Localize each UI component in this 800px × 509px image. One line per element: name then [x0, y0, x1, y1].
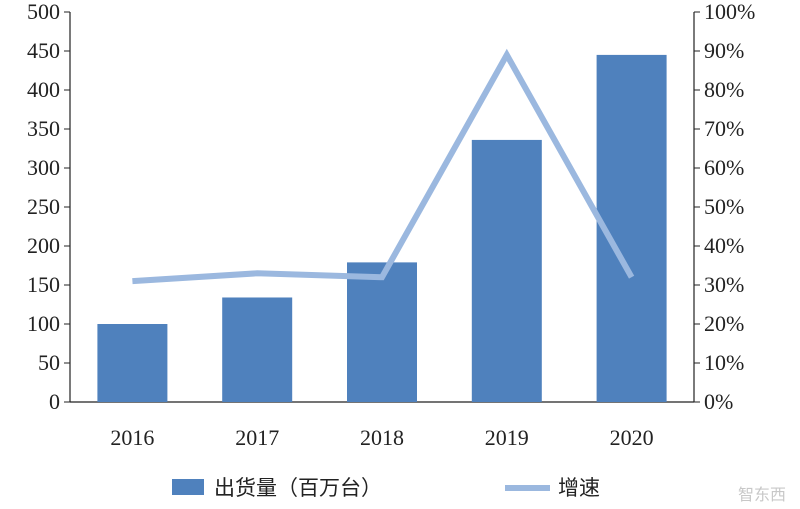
left-axis-ticks: 0 50 100 150 200 250 300 350 400 450 500: [27, 0, 70, 414]
x-axis-ticks: 2016 2017 2018 2019 2020: [110, 425, 653, 450]
right-tick-label: 60%: [704, 155, 744, 180]
bar: [347, 262, 417, 402]
left-tick-label: 100: [27, 311, 60, 336]
right-tick-label: 100%: [704, 0, 755, 24]
left-tick-label: 500: [27, 0, 60, 24]
legend: 出货量（百万台） 增速: [172, 476, 600, 500]
right-tick-label: 0%: [704, 389, 733, 414]
left-tick-label: 250: [27, 194, 60, 219]
x-tick-label: 2020: [610, 425, 654, 450]
right-tick-label: 50%: [704, 194, 744, 219]
line-series: [132, 48, 635, 285]
left-tick-label: 300: [27, 155, 60, 180]
right-tick-label: 70%: [704, 116, 744, 141]
x-tick-label: 2018: [360, 425, 404, 450]
x-tick-label: 2017: [235, 425, 279, 450]
bar: [596, 54, 667, 403]
legend-bar-swatch: [172, 479, 204, 495]
bar: [222, 297, 293, 402]
left-tick-label: 0: [49, 389, 60, 414]
right-axis-ticks: 0% 10% 20% 30% 40% 50% 60% 70% 80% 90% 100%: [694, 0, 755, 414]
growth-line: [132, 48, 635, 285]
left-tick-label: 150: [27, 272, 60, 297]
left-tick-label: 200: [27, 233, 60, 258]
right-tick-label: 40%: [704, 233, 744, 258]
x-tick-label: 2016: [110, 425, 154, 450]
right-tick-label: 10%: [704, 350, 744, 375]
right-tick-label: 90%: [704, 38, 744, 63]
bar: [471, 139, 542, 403]
legend-bar-label: 出货量（百万台）: [214, 476, 382, 500]
left-tick-label: 450: [27, 38, 60, 63]
right-tick-label: 80%: [704, 77, 744, 102]
left-tick-label: 50: [38, 350, 60, 375]
right-tick-label: 30%: [704, 272, 744, 297]
x-tick-label: 2019: [485, 425, 529, 450]
right-tick-label: 20%: [704, 311, 744, 336]
watermark: 智东西: [738, 485, 786, 504]
bar-series: [97, 54, 667, 403]
legend-line-label: 增速: [558, 476, 600, 500]
bar: [97, 324, 168, 402]
left-tick-label: 400: [27, 77, 60, 102]
left-tick-label: 350: [27, 116, 60, 141]
